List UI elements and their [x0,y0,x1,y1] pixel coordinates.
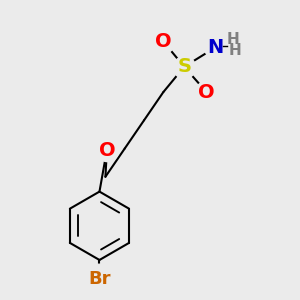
Text: H: H [228,43,241,58]
Text: O: O [99,140,115,160]
Text: O: O [198,82,215,101]
Text: O: O [155,32,172,51]
Text: Br: Br [88,270,111,288]
Text: N: N [207,38,224,57]
Text: H: H [226,32,239,46]
Text: S: S [177,57,191,76]
